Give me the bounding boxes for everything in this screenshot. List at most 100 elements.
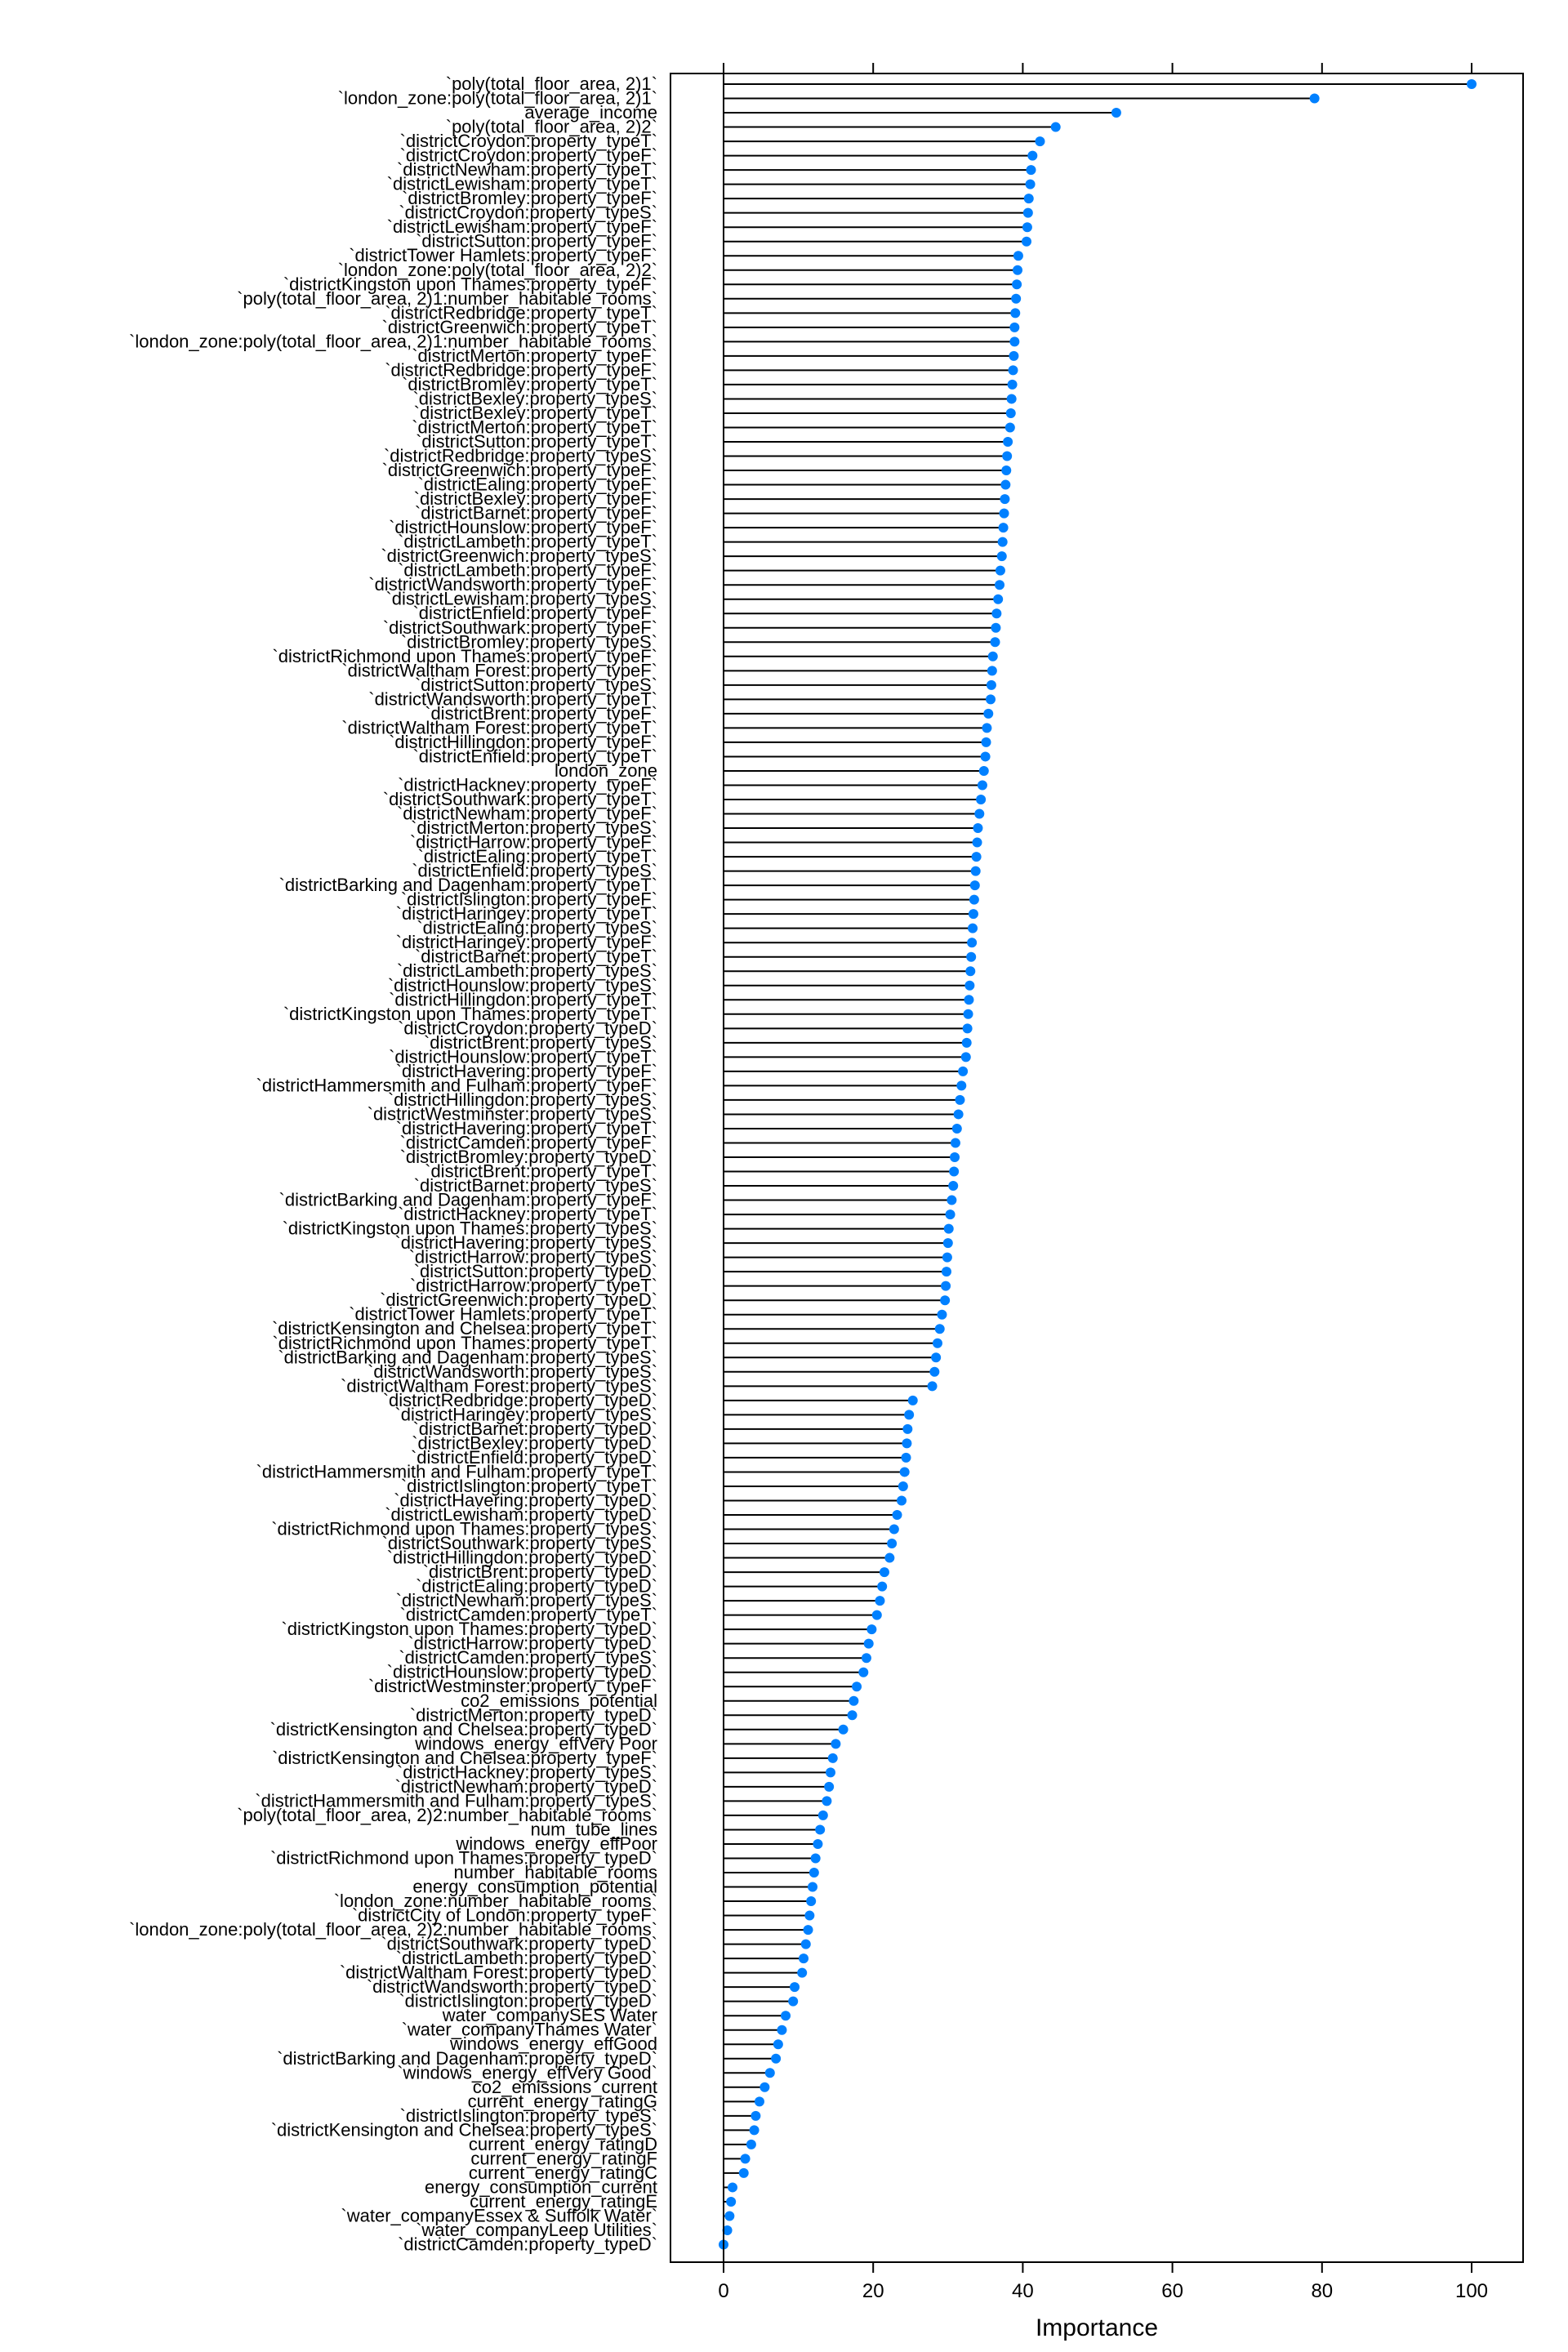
data-point [982, 723, 992, 733]
category-label: `districtBromley:property_typeT` [402, 374, 657, 394]
data-point [871, 1610, 882, 1620]
data-point [995, 565, 1005, 576]
data-point [771, 2053, 782, 2064]
category-label: `districtIslington:property_typeS` [400, 2105, 657, 2126]
data-point [971, 852, 982, 862]
category-label: `districtHackney:property_typeF` [398, 774, 657, 795]
category-label: `districtBarnet:property_typeS` [414, 1175, 657, 1196]
category-label: `districtGreenwich:property_typeS` [381, 546, 657, 566]
data-point [738, 2167, 749, 2178]
category-label: `water_companyLeep Utilities` [416, 2220, 657, 2240]
data-point [1022, 222, 1032, 233]
category-label: current_energy_ratingD [469, 2134, 657, 2154]
data-point [991, 608, 1002, 619]
stems [724, 83, 1472, 2231]
data-point [932, 1338, 942, 1348]
x-tick-label: 0 [718, 2280, 728, 2302]
data-point [754, 2096, 764, 2107]
data-point [929, 1366, 940, 1377]
data-point [1011, 293, 1022, 304]
category-label: `districtLambeth:property_typeS` [397, 960, 657, 981]
data-point [1010, 308, 1021, 318]
data-point [964, 980, 975, 991]
data-point [875, 1596, 885, 1606]
data-point [990, 637, 1000, 648]
data-point [815, 1824, 826, 1835]
category-label: `districtTower Hamlets:property_typeF` [349, 245, 657, 265]
category-label: average_income [524, 102, 657, 122]
category-label: `districtMerton:property_typeD` [410, 1704, 657, 1725]
data-point [727, 2182, 737, 2193]
category-label: `districtBexley:property_typeS` [412, 388, 657, 408]
data-point [1005, 408, 1016, 418]
category-label: `poly(total_floor_area, 2)1` [446, 74, 657, 94]
category-label: `districtNewham:property_typeS` [396, 1590, 657, 1610]
category-label: `districtHackney:property_typeT` [398, 1204, 657, 1224]
category-label: `districtLewisham:property_typeS` [385, 589, 657, 609]
data-point [808, 1868, 819, 1878]
data-point [969, 894, 979, 905]
category-label: `districtKensington and Chelsea:property… [272, 1748, 657, 1768]
data-point [1009, 350, 1019, 361]
category-label: `districtBromley:property_typeD` [400, 1147, 657, 1167]
data-point [902, 1423, 913, 1434]
category-label: `districtCamden:property_typeT` [400, 1605, 657, 1625]
data-point [1026, 165, 1036, 176]
x-tick-label: 60 [1161, 2280, 1183, 2302]
data-point [1007, 379, 1018, 390]
data-point [978, 765, 989, 776]
category-label: `districtBexley:property_typeF` [414, 488, 657, 509]
category-label: `districtLewisham:property_typeT` [387, 174, 657, 194]
category-label: `districtHackney:property_typeS` [397, 1762, 657, 1782]
data-point [827, 1753, 838, 1763]
category-label: `london_zone:poly(total_floor_area, 2)1:… [129, 331, 657, 351]
category-label: `districtNewham:property_typeT` [397, 159, 657, 180]
category-label: `districtEnfield:property_typeD` [411, 1447, 657, 1468]
category-label: `districtNewham:property_typeF` [397, 804, 657, 824]
data-point [966, 951, 977, 962]
data-point [813, 1838, 823, 1849]
category-label: `districtWandsworth:property_typeS` [368, 1361, 657, 1382]
category-label: `districtHarrow:property_typeS` [409, 1247, 657, 1267]
data-point [941, 1281, 951, 1291]
data-point [790, 1982, 800, 1993]
x-tick-label: 40 [1012, 2280, 1034, 2302]
data-point [969, 880, 980, 891]
category-label: `districtHaringey:property_typeS` [394, 1404, 657, 1424]
data-point [740, 2154, 751, 2164]
category-label: current_energy_ratingG [468, 2091, 657, 2111]
data-point [863, 1638, 874, 1649]
data-point [799, 1953, 809, 1964]
category-label: `districtHammersmith and Fulham:property… [256, 1461, 657, 1481]
category-label: `districtBarnet:property_typeD` [412, 1419, 657, 1439]
data-point [973, 823, 983, 834]
data-point [852, 1682, 862, 1692]
data-point [942, 1238, 953, 1249]
category-label: `districtWaltham Forest:property_typeT` [341, 717, 657, 737]
data-point [956, 1080, 967, 1091]
category-label: `poly(total_floor_area, 2)2` [446, 117, 657, 137]
category-label: `districtCroydon:property_typeS` [399, 203, 657, 223]
data-point [1027, 150, 1038, 161]
data-point [777, 2025, 787, 2035]
data-point [949, 1166, 960, 1177]
data-point [764, 2068, 775, 2078]
category-label: `districtLambeth:property_typeF` [398, 560, 657, 581]
category-label: `districtHaringey:property_typeF` [396, 932, 657, 952]
category-label: `districtHarrow:property_typeF` [410, 832, 657, 853]
data-point [927, 1381, 938, 1392]
category-label: `districtWestminster:property_typeF` [368, 1676, 657, 1696]
category-label: `districtLambeth:property_typeT` [398, 532, 657, 552]
category-label: windows_energy_effPoor [455, 1833, 657, 1854]
category-label: `poly(total_floor_area, 2)1:number_habit… [237, 288, 657, 309]
category-label: `districtHounslow:property_typeF` [389, 517, 657, 537]
category-label: `districtMerton:property_typeT` [412, 416, 657, 437]
data-point [847, 1710, 858, 1721]
category-label: `london_zone:number_habitable_rooms` [334, 1891, 657, 1911]
data-point [1001, 466, 1012, 476]
data-point [958, 1066, 969, 1076]
category-label: `districtBromley:property_typeF` [402, 188, 657, 208]
data-point [1023, 194, 1034, 204]
category-label: windows_energy_effVery Poor [414, 1733, 657, 1753]
category-label: `districtHavering:property_typeT` [396, 1118, 657, 1138]
